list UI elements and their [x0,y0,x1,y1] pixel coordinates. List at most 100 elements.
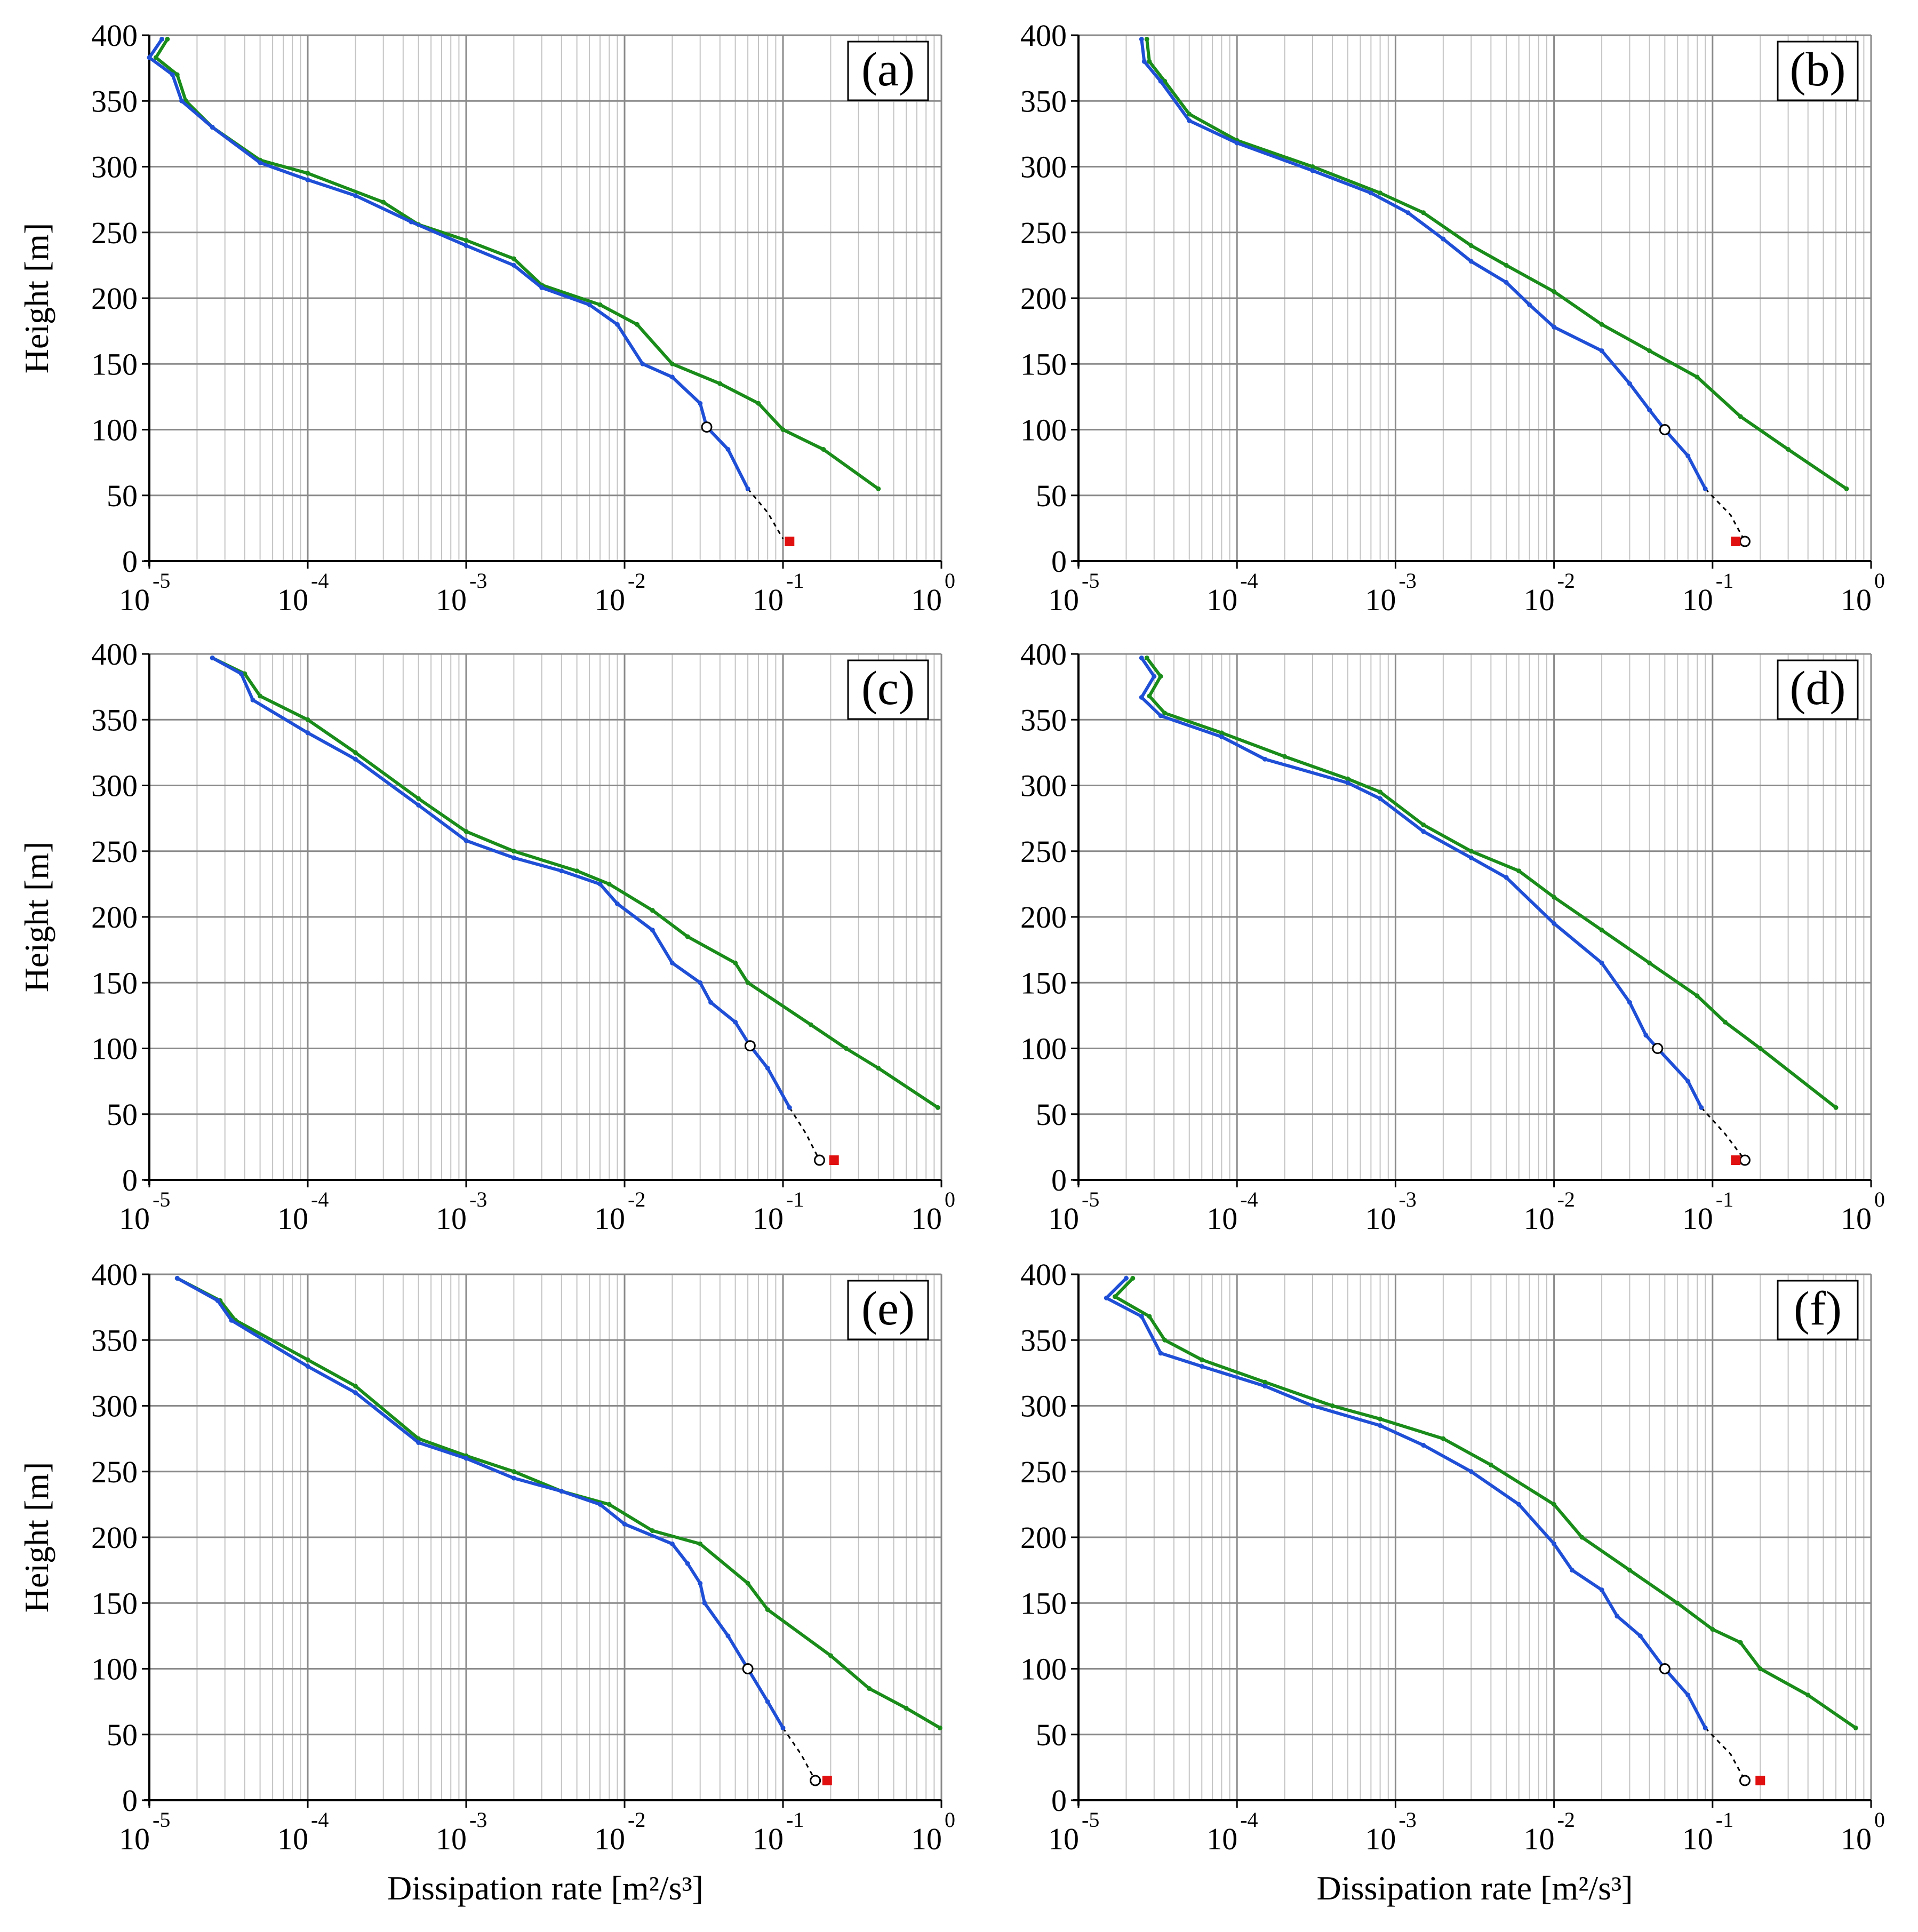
data-point-blue [511,262,516,268]
data-point-blue [1405,210,1411,215]
data-point-blue [1599,348,1604,354]
x-tick-label: 10 [1206,1822,1237,1856]
data-point-green [1378,190,1383,196]
data-point-blue [685,1561,690,1566]
data-point-green [808,1022,813,1027]
y-tick-label: 0 [122,544,138,579]
data-point-green [1627,1568,1632,1573]
data-point-blue [669,374,675,380]
y-tick-label: 400 [1020,637,1067,672]
x-tick-exponent: -2 [1557,569,1575,593]
x-tick-exponent: -5 [153,1187,170,1211]
data-point-blue [733,1019,738,1025]
y-tick-label: 350 [91,702,138,737]
y-tick-label: 50 [1036,1097,1067,1132]
data-point-green [1345,776,1350,781]
data-point-green [1158,674,1163,679]
open-circle-marker [813,1154,825,1166]
red-square-marker [1755,1776,1765,1786]
y-tick-label: 300 [91,769,138,803]
y-axis-label: Height [m] [18,223,55,374]
data-point-green [381,199,386,205]
data-point-blue [1504,280,1509,285]
x-tick-exponent: -5 [153,1808,170,1832]
x-tick-label: 10 [1048,1201,1079,1236]
y-tick-label: 150 [91,965,138,1000]
x-tick-label: 10 [1206,1201,1237,1236]
series-line-blue [1140,657,1703,1108]
data-point-green [305,1357,310,1362]
data-point-blue [1699,1105,1704,1110]
data-point-green [1599,928,1604,933]
data-point-green [1330,1403,1335,1408]
data-point-blue [698,980,703,985]
data-point-blue [597,881,603,887]
y-tick-label: 400 [91,18,138,53]
open-circle-marker [742,1663,754,1674]
data-point-green [1647,960,1652,965]
data-point-blue [353,756,358,762]
data-point-green [1468,243,1474,248]
x-tick-label: 10 [119,1201,150,1236]
x-tick-exponent: -1 [786,1187,804,1211]
data-point-blue [179,98,185,103]
x-tick-exponent: -4 [1240,1187,1258,1211]
x-tick-exponent: -2 [1557,1808,1575,1832]
data-point-blue [1468,855,1474,860]
data-point-blue [787,1105,792,1110]
data-point-blue [511,1475,516,1481]
data-point-green [1552,289,1557,294]
data-point-blue [1262,1384,1268,1389]
data-point-green [828,1653,833,1658]
data-point-blue [210,655,215,660]
open-circle-marker [1659,1663,1671,1674]
data-point-blue [1421,829,1426,834]
data-point-green [1421,210,1426,215]
data-point-blue [1441,236,1446,242]
panel-label: (b) [1790,43,1846,96]
x-tick-exponent: -5 [1082,569,1099,593]
y-tick-label: 50 [107,1718,138,1752]
data-point-blue [1703,1725,1708,1730]
x-tick-label: 10 [277,582,308,617]
data-point-blue [416,1440,421,1446]
data-point-green [904,1705,909,1711]
data-point-blue [1703,486,1708,491]
red-square-marker [829,1155,839,1165]
data-point-green [1112,1294,1117,1299]
data-point-green [1786,446,1791,452]
x-tick-exponent: -3 [469,569,487,593]
data-point-blue [1468,1469,1474,1474]
x-tick-exponent: 0 [945,1187,955,1211]
data-point-green [511,849,516,854]
y-axis-label: Height [m] [18,1462,55,1613]
y-tick-label: 0 [1051,544,1067,579]
x-tick-exponent: -4 [1240,1808,1258,1832]
data-point-green [1738,1640,1743,1645]
x-tick-exponent: -2 [628,1808,645,1832]
data-point-blue [174,1275,180,1281]
panel-label: (c) [861,662,915,715]
data-point-blue [238,671,244,676]
data-point-green [511,1469,516,1474]
data-point-blue [1234,140,1240,146]
x-tick-exponent: -3 [1398,569,1416,593]
data-point-green [1844,486,1849,491]
data-point-blue [539,285,545,290]
x-tick-label: 10 [1524,1201,1555,1236]
data-point-green [1219,730,1224,736]
y-tick-label: 100 [91,1652,138,1687]
data-point-blue [698,401,703,406]
y-tick-label: 50 [1036,478,1067,513]
x-tick-exponent: -1 [1716,569,1733,593]
data-point-green [1552,1502,1557,1507]
data-point-green [511,256,516,261]
data-point-blue [622,1521,627,1527]
data-point-green [1147,59,1152,64]
y-tick-label: 300 [91,1389,138,1424]
data-point-blue [1139,36,1144,42]
data-point-blue [1141,59,1147,64]
x-tick-exponent: -4 [311,1187,329,1211]
y-tick-label: 250 [1020,834,1067,869]
